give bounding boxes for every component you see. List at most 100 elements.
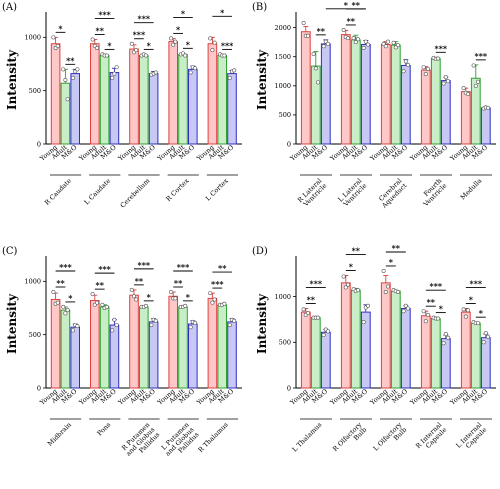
significance-label: ***: [221, 40, 234, 50]
bar: [139, 54, 149, 145]
significance-label: **: [392, 243, 401, 253]
data-point: [100, 302, 105, 307]
bar: [148, 321, 159, 389]
bar: [470, 77, 481, 145]
data-point: [183, 303, 188, 308]
bar: [178, 53, 188, 145]
bar: [350, 289, 361, 389]
bar: [207, 297, 218, 389]
y-tick-label: 0: [37, 384, 41, 392]
group-label: L InternalCapsule: [455, 421, 489, 455]
bar: [139, 306, 149, 389]
data-point: [485, 334, 490, 339]
y-tick-label: 1500: [274, 53, 291, 61]
data-point: [443, 75, 448, 80]
significance-label: **: [352, 0, 361, 10]
group-label: CerebralAqueduct: [375, 176, 409, 210]
panel-label: (D): [252, 246, 268, 257]
data-point: [401, 309, 406, 314]
data-point: [423, 319, 428, 324]
bar: [340, 34, 351, 145]
data-point: [461, 307, 466, 312]
data-point: [212, 40, 217, 45]
data-point: [463, 314, 468, 319]
data-point: [465, 308, 470, 313]
bar: [99, 54, 110, 145]
data-point: [71, 75, 76, 80]
bar: [178, 306, 188, 389]
group-label-line: Medulla: [459, 177, 484, 202]
data-point: [385, 284, 390, 289]
y-axis-label: Intensity: [5, 293, 19, 354]
group-label-line: Pons: [96, 421, 113, 438]
significance-label: *: [186, 292, 191, 302]
bar: [188, 68, 198, 145]
bar: [340, 282, 351, 389]
data-point: [227, 323, 232, 328]
bar: [440, 80, 451, 145]
data-point: [144, 303, 149, 308]
group-label: FourthVentricle: [416, 177, 448, 209]
group-label-line: R Cortex: [164, 177, 190, 203]
data-point: [345, 36, 350, 41]
y-tick-label: 500: [29, 331, 41, 339]
bar: [207, 43, 218, 145]
data-point: [441, 81, 446, 86]
data-point: [355, 288, 360, 293]
bar: [217, 54, 228, 145]
bar: [390, 44, 401, 145]
data-point: [188, 70, 193, 75]
data-point: [153, 318, 158, 323]
significance-label: *: [439, 304, 444, 314]
bar: [60, 309, 71, 389]
significance-label: **: [135, 276, 144, 286]
data-point: [341, 27, 346, 32]
data-point: [471, 63, 476, 68]
significance-label: ***: [470, 278, 483, 288]
bar: [310, 317, 321, 389]
bar: [470, 322, 481, 389]
data-point: [169, 36, 174, 41]
bar: [227, 321, 237, 389]
significance-label: *: [479, 308, 484, 318]
data-point: [90, 37, 95, 42]
data-point: [212, 297, 217, 302]
significance-label: ***: [177, 262, 190, 272]
y-tick-label: 500: [279, 339, 291, 347]
bar: [90, 300, 100, 389]
data-point: [325, 41, 330, 46]
data-point: [325, 329, 330, 334]
data-point: [345, 282, 350, 287]
data-point: [90, 292, 95, 297]
y-tick-label: 0: [287, 384, 291, 392]
significance-label: **: [218, 263, 227, 273]
data-point: [114, 65, 119, 70]
data-point: [134, 297, 139, 302]
data-point: [351, 36, 356, 41]
data-point: [405, 62, 410, 67]
data-point: [361, 320, 366, 325]
significance-label: *: [186, 39, 191, 49]
data-point: [171, 42, 176, 47]
panel-label: (B): [252, 2, 267, 13]
data-point: [353, 40, 358, 45]
bar: [90, 43, 100, 145]
data-point: [65, 308, 70, 313]
data-point: [473, 83, 478, 88]
data-point: [129, 41, 134, 46]
bar: [480, 337, 491, 389]
data-point: [321, 332, 326, 337]
group-label-line: Midbrain: [46, 421, 73, 448]
data-point: [403, 59, 408, 64]
data-point: [425, 66, 430, 71]
bar: [430, 318, 441, 389]
bar: [420, 315, 431, 389]
data-point: [365, 303, 370, 308]
data-point: [315, 315, 320, 320]
panel-2: (C)Intensity05001000YoungAdultM&OMidbrai…: [2, 246, 242, 458]
data-point: [441, 341, 446, 346]
data-point: [104, 304, 109, 309]
significance-label: ***: [138, 260, 151, 270]
